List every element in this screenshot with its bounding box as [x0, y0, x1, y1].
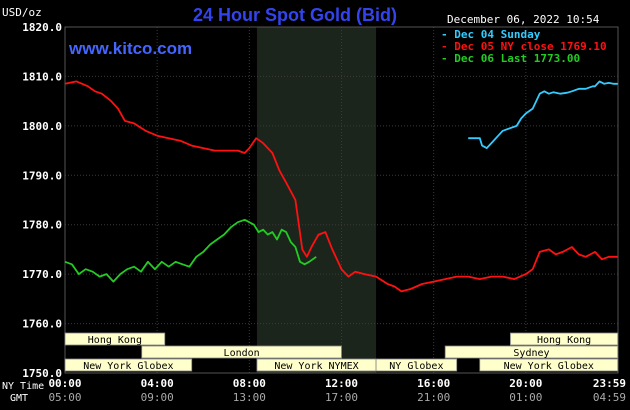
x-tick-label-gmt: 21:00 [417, 391, 450, 404]
price-series-line-1 [468, 80, 618, 150]
x-tick-label-gmt: 13:00 [233, 391, 266, 404]
y-tick-label: 1750.0 [22, 367, 62, 380]
market-session-label: Hong Kong [88, 335, 142, 346]
market-session-bars: Hong Kong London New York Globex New York N… [64, 332, 619, 372]
x-tick-label-gmt: 17:00 [325, 391, 358, 404]
price-series-line-3 [64, 218, 317, 283]
market-session-label: NY Globex [389, 361, 443, 372]
y-tick-label: 1780.0 [22, 219, 62, 232]
x-tick-label-gmt: 09:00 [141, 391, 174, 404]
kitco-watermark: www.kitco.com [68, 39, 192, 58]
x-tick-label-ny: 16:00 [417, 377, 450, 390]
plot-frame [64, 26, 619, 374]
market-session-bar [64, 358, 193, 372]
y-axis-tick-labels: 1820.0 1810.0 1800.0 1790.0 1780.0 1770.0 1760… [22, 21, 62, 380]
market-session-label: Sydney [513, 348, 549, 359]
x-tick-label-ny: 08:00 [233, 377, 266, 390]
y-tick-label: 1760.0 [22, 318, 62, 331]
y-tick-label: 1790.0 [22, 169, 62, 182]
x-tick-label-ny: 20:00 [509, 377, 542, 390]
market-session-bar [141, 345, 342, 359]
y-tick-label: 1770.0 [22, 268, 62, 281]
x-tick-label-ny: 04:00 [141, 377, 174, 390]
market-session-bar [509, 332, 619, 346]
grid-lines [64, 26, 619, 374]
market-session-bar [444, 345, 619, 359]
y-axis-unit-label: USD/oz [2, 6, 42, 19]
market-session-label: New York Globex [504, 361, 594, 372]
gmt-row-label: GMT [10, 393, 28, 404]
x-tick-label-gmt: 01:00 [509, 391, 542, 404]
legend: - Dec 04 Sunday- Dec 05 NY close 1769.10… [441, 28, 607, 65]
ny-time-row-label: NY Time [2, 381, 44, 392]
x-tick-label-ny: 00:00 [48, 377, 81, 390]
x-tick-label-gmt: 04:59 [593, 391, 626, 404]
x-tick-label-ny: 23:59 [593, 377, 626, 390]
market-session-bar [479, 358, 619, 372]
nymex-shaded-region [256, 27, 377, 373]
x-tick-label-gmt: 05:00 [48, 391, 81, 404]
price-series-layer [64, 80, 618, 293]
legend-entry: - Dec 05 NY close 1769.10 [441, 40, 607, 53]
y-tick-label: 1810.0 [22, 70, 62, 83]
nymex-shade-rect [256, 27, 377, 373]
market-session-label: Hong Kong [537, 335, 591, 346]
market-session-label: New York Globex [83, 361, 173, 372]
price-series-line-2 [64, 80, 618, 293]
y-tick-label: 1800.0 [22, 120, 62, 133]
y-tick-label: 1820.0 [22, 21, 62, 34]
market-session-label: London [224, 348, 260, 359]
market-session-label: New York NYMEX [274, 361, 358, 372]
legend-entry: - Dec 04 Sunday [441, 28, 541, 41]
market-session-bar [64, 332, 166, 346]
chart-date: December 06, 2022 10:54 [447, 13, 600, 26]
legend-entry: - Dec 06 Last 1773.00 [441, 52, 580, 65]
x-tick-label-ny: 12:00 [325, 377, 358, 390]
market-session-bar [375, 358, 458, 372]
chart-title: 24 Hour Spot Gold (Bid) [193, 5, 397, 25]
